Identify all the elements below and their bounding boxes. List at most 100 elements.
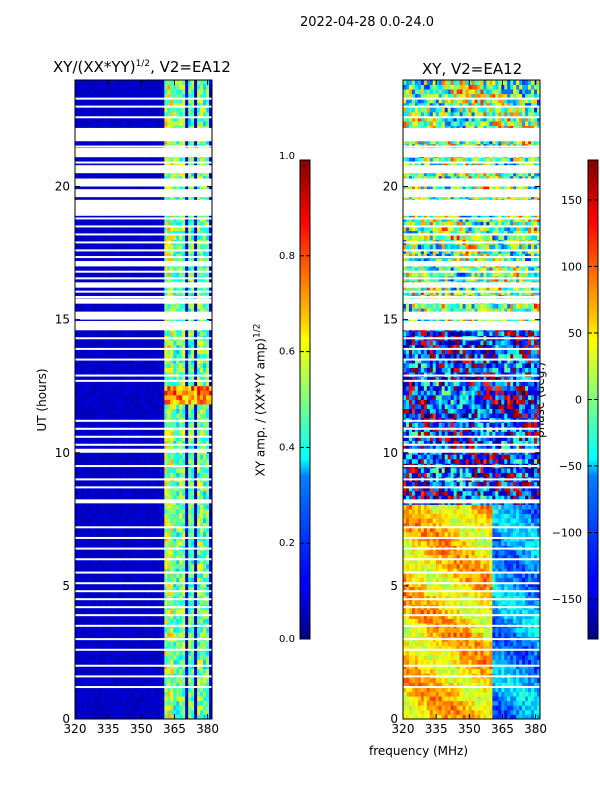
- amp-cell: [125, 221, 130, 227]
- amp-cell: [122, 632, 127, 638]
- amp-cell: [80, 258, 85, 263]
- amp-cell: [158, 481, 162, 487]
- amp-cell: [146, 577, 150, 583]
- amp-cell: [119, 668, 124, 674]
- amp-cell: [119, 577, 124, 583]
- amp-cell: [140, 394, 144, 400]
- amp-cell: [75, 527, 79, 533]
- amp-cell: [152, 696, 156, 702]
- amp-cell: [140, 458, 144, 464]
- amp-cell: [116, 116, 121, 122]
- amp-cell: [95, 308, 100, 314]
- amp-cell: [128, 691, 132, 697]
- amp-cell: [92, 540, 97, 546]
- amp-cell: [167, 568, 171, 574]
- amp-cell: [104, 399, 109, 405]
- amp-cell: [179, 687, 183, 693]
- amp-cell: [155, 121, 159, 127]
- amp-cell: [77, 175, 82, 181]
- amp-cell: [95, 472, 100, 478]
- amp-cell: [137, 171, 141, 177]
- amp-cell: [83, 267, 88, 273]
- amp-cell: [152, 89, 156, 95]
- amp-cell: [125, 244, 130, 250]
- amp-cell: [140, 691, 144, 697]
- amp-cell: [92, 381, 97, 387]
- amp-cell: [176, 303, 180, 309]
- amp-cell: [134, 445, 138, 451]
- amp-cell: [116, 422, 121, 428]
- amp-cell: [95, 436, 100, 441]
- amp-cell: [92, 577, 97, 583]
- amp-cell: [75, 709, 79, 715]
- amp-cell: [149, 458, 153, 464]
- amp-cell: [161, 513, 165, 519]
- amp-cell: [155, 687, 159, 693]
- amp-cell: [86, 641, 91, 647]
- amp-cell: [89, 481, 94, 487]
- amp-cell: [95, 353, 100, 359]
- amp-cell: [173, 413, 177, 419]
- amp-cell: [95, 632, 100, 638]
- amp-cell: [143, 157, 147, 163]
- amp-cell: [128, 554, 132, 560]
- amp-cell: [161, 609, 165, 615]
- amp-cell: [146, 98, 150, 104]
- amp-cell: [143, 668, 147, 674]
- amp-cell: [149, 572, 153, 578]
- amp-cell: [77, 705, 82, 711]
- amp-cell: [155, 84, 159, 90]
- amp-cell: [110, 513, 115, 519]
- amp-cell: [152, 404, 156, 410]
- amp-cell: [131, 627, 135, 633]
- amp-cell: [95, 226, 100, 232]
- amp-cell: [167, 577, 171, 583]
- amp-cell: [137, 258, 141, 263]
- amp-cell: [86, 303, 91, 309]
- amp-cell: [146, 394, 150, 400]
- amp-cell: [134, 98, 138, 104]
- amp-cell: [158, 682, 162, 688]
- amp-cell: [116, 632, 121, 638]
- amp-cell: [104, 258, 109, 263]
- amp-cell: [113, 472, 118, 478]
- amp-cell: [137, 317, 141, 323]
- amp-cell: [134, 116, 138, 122]
- amp-cell: [101, 89, 106, 95]
- amp-cell: [137, 682, 141, 688]
- amp-cell: [75, 600, 79, 606]
- amp-cell: [119, 258, 124, 263]
- amp-cell: [119, 362, 124, 368]
- amp-cell: [173, 614, 177, 619]
- amp-cell: [167, 344, 171, 350]
- amp-cell: [107, 645, 112, 651]
- amp-cell: [95, 550, 100, 556]
- amp-cell: [113, 226, 118, 232]
- amp-cell: [75, 308, 79, 314]
- amp-cell: [176, 84, 180, 90]
- amp-cell: [110, 481, 115, 487]
- amp-cell: [86, 362, 91, 368]
- amp-cell: [116, 550, 121, 556]
- amp-cell: [104, 121, 109, 127]
- amp-cell: [140, 107, 144, 113]
- amp-cell: [92, 107, 97, 113]
- amp-cell: [167, 550, 171, 556]
- amp-cell: [77, 102, 82, 108]
- amp-cell: [131, 705, 135, 711]
- amp-cell: [140, 518, 144, 524]
- amp-cell: [122, 641, 127, 647]
- amp-cell: [152, 381, 156, 387]
- amp-cell: [77, 440, 82, 446]
- amp-cell: [116, 431, 121, 437]
- amp-cell: [95, 600, 100, 606]
- amp-cell: [173, 253, 177, 259]
- amp-cell: [128, 709, 132, 715]
- amp-cell: [158, 422, 162, 428]
- amp-cell: [158, 267, 162, 273]
- amp-cell: [77, 171, 82, 177]
- amp-cell: [173, 422, 177, 428]
- amp-cell: [101, 481, 106, 487]
- amp-cell: [122, 267, 127, 273]
- amp-cell: [113, 554, 118, 560]
